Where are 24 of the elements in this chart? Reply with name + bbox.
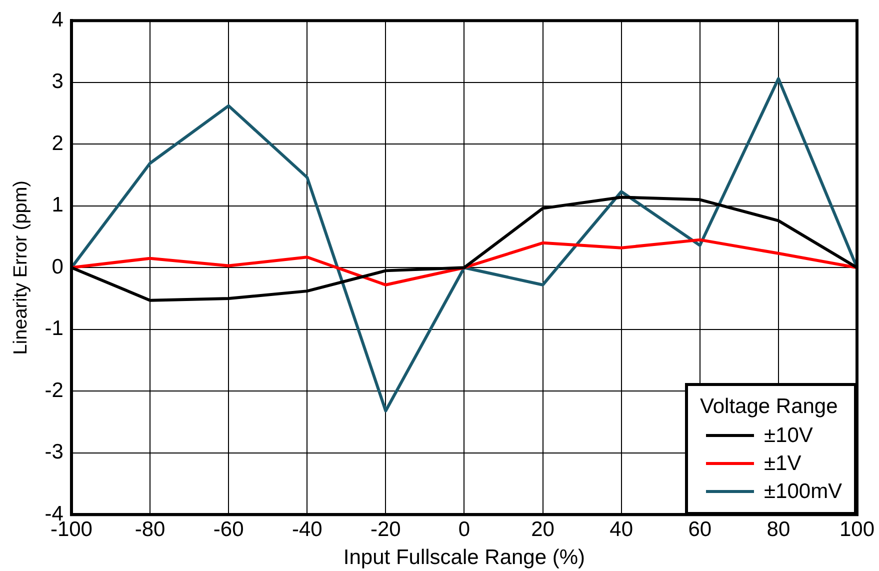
legend-label: ±100mV — [764, 480, 842, 504]
x-tick-label: -60 — [213, 518, 244, 541]
x-tick-label: 0 — [458, 518, 470, 541]
x-axis-title: Input Fullscale Range (%) — [343, 546, 586, 570]
x-tick-label: 40 — [610, 518, 634, 541]
x-tick-label: -40 — [292, 518, 322, 541]
x-tick-label: 60 — [688, 518, 712, 541]
y-tick-label: 1 — [52, 194, 64, 217]
y-tick-label: 3 — [52, 70, 64, 94]
y-tick-label: 2 — [52, 132, 64, 155]
legend-title: Voltage Range — [700, 394, 839, 420]
y-tick-label: 4 — [52, 8, 64, 32]
y-tick-label: 0 — [52, 255, 64, 278]
y-tick-label: -1 — [44, 317, 64, 340]
y-tick-label: -3 — [44, 440, 64, 464]
x-tick-label: 100 — [839, 518, 875, 541]
legend-label: ±10V — [764, 424, 813, 448]
legend-label: ±1V — [764, 452, 802, 476]
y-tick-label: -2 — [44, 378, 64, 402]
x-tick-label: -20 — [370, 518, 401, 541]
x-tick-label: -80 — [134, 518, 166, 541]
x-tick-label: 80 — [766, 518, 790, 541]
x-tick-label: 20 — [531, 518, 554, 541]
y-axis-title: Linearity Error (ppm) — [10, 180, 32, 355]
